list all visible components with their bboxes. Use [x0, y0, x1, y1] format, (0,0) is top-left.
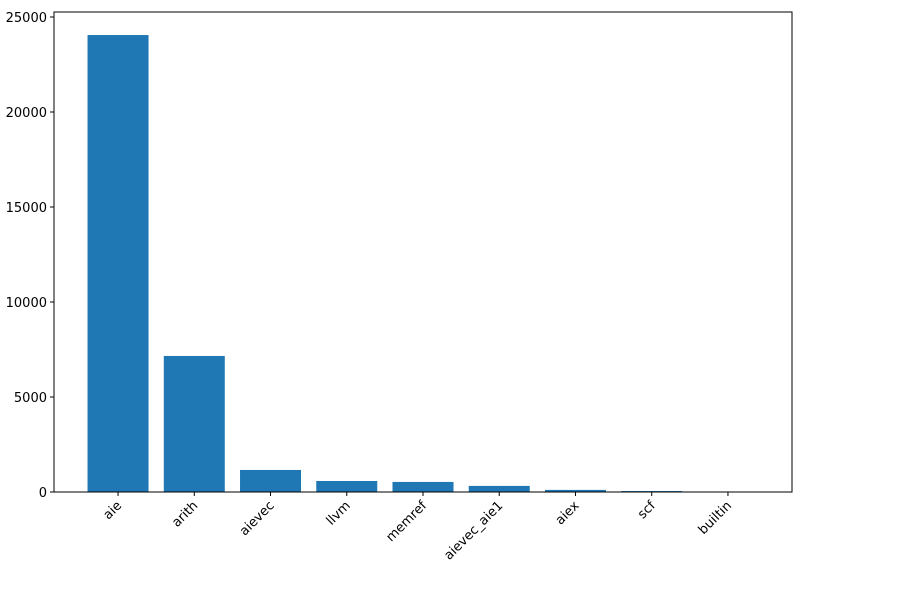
y-tick-label: 15000: [6, 201, 47, 216]
y-tick-label: 10000: [6, 296, 47, 311]
bar: [392, 481, 454, 492]
bar: [544, 489, 606, 492]
bar: [87, 35, 149, 492]
bar: [163, 355, 225, 492]
bar: [240, 469, 302, 492]
bar: [468, 485, 530, 492]
y-tick-label: 0: [39, 486, 47, 501]
bar: [316, 480, 378, 492]
y-tick-label: 20000: [6, 106, 47, 121]
y-tick-label: 5000: [14, 391, 47, 406]
y-tick-label: 25000: [6, 11, 47, 26]
plot-frame: [53, 11, 793, 493]
